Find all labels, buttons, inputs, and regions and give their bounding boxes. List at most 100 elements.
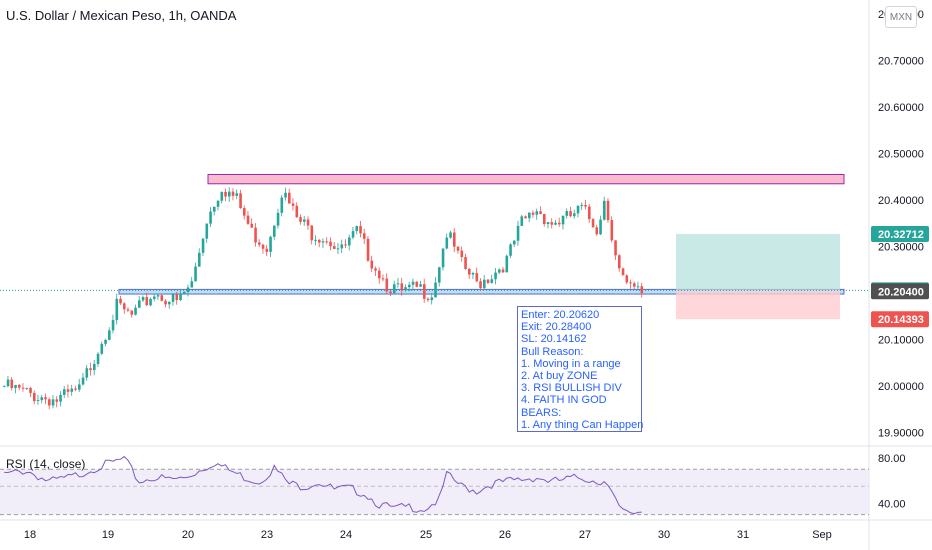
time-tick-label: 20 <box>182 529 194 541</box>
support-zone <box>118 288 845 295</box>
time-tick-label: 19 <box>102 529 114 541</box>
trade-note: Enter: 20.20620 Exit: 20.28400 SL: 20.14… <box>517 306 643 432</box>
candle-body <box>423 284 426 299</box>
candle-body <box>471 273 475 275</box>
currency-button[interactable]: MXN <box>885 6 917 28</box>
candle-body <box>168 301 171 305</box>
candle-body <box>340 244 344 249</box>
candle-body <box>119 298 122 304</box>
time-tick-label: 26 <box>499 529 511 541</box>
candle-body <box>254 227 257 243</box>
candle-body <box>363 233 366 239</box>
candle-body <box>460 250 464 258</box>
candle-body <box>419 284 422 287</box>
price-tick-label: 20.70000 <box>878 55 924 67</box>
candle-body <box>486 279 490 283</box>
time-tick-label: 18 <box>24 529 36 541</box>
candle-body <box>573 213 576 217</box>
candle-body <box>3 386 6 388</box>
candle-body <box>6 379 10 387</box>
candle-body <box>70 388 74 392</box>
candle-body <box>186 287 190 292</box>
candle-body <box>629 282 632 284</box>
price-label-stop: 20.14393 <box>878 314 924 326</box>
candle-body <box>276 212 280 226</box>
drawing-zones <box>0 173 869 320</box>
candle-body <box>625 275 629 283</box>
candle-body <box>445 237 449 249</box>
candle-body <box>374 268 377 271</box>
price-tick-label: 20.10000 <box>878 335 924 347</box>
candle-body <box>104 339 107 344</box>
candle-body <box>595 227 599 235</box>
candle-body <box>209 211 212 224</box>
candle-body <box>100 343 104 354</box>
time-axis: 18 19 20 23 24 25 26 27 30 31 Sep <box>24 529 832 541</box>
candle-body <box>175 294 179 301</box>
price-tick-label: 19.90000 <box>878 428 924 440</box>
candle-body <box>438 267 441 283</box>
candle-body <box>160 295 164 301</box>
candle-body <box>261 244 265 249</box>
price-tick-label: 20.30000 <box>878 242 924 254</box>
candle-body <box>239 193 242 209</box>
candle-body <box>299 217 302 222</box>
candle-body <box>348 237 351 246</box>
candle-body <box>44 397 47 400</box>
candle-body <box>246 215 250 224</box>
candle-body <box>265 248 269 252</box>
candle-body <box>524 216 527 219</box>
candle-body <box>336 248 340 250</box>
candle-body <box>494 272 497 280</box>
candle-body <box>303 219 306 222</box>
price-label-target: 20.32712 <box>878 229 924 241</box>
candle-body <box>55 399 59 402</box>
candle-body <box>621 268 625 276</box>
candle-body <box>59 394 62 402</box>
price-tick-label: 20.50000 <box>878 149 924 161</box>
candle-body <box>111 320 115 331</box>
candle-body <box>483 279 486 289</box>
candle-body <box>48 399 51 406</box>
candle-body <box>606 200 610 221</box>
candle-body <box>531 212 535 215</box>
candle-body <box>183 291 186 294</box>
candle-body <box>400 283 404 291</box>
candle-body <box>475 273 479 282</box>
candle-body <box>528 212 531 219</box>
candle-body <box>415 281 419 287</box>
note-line: Bull Reason: <box>521 345 584 358</box>
candle-body <box>640 286 644 293</box>
candle-body <box>33 392 36 402</box>
time-tick-label: 24 <box>340 529 352 541</box>
candle-body <box>558 222 561 225</box>
candle-body <box>141 297 145 301</box>
rsi-label: RSI (14, close) <box>6 457 86 471</box>
price-label-bg <box>871 283 929 300</box>
candle-body <box>325 241 329 243</box>
price-label-bg <box>871 311 929 328</box>
candle-body <box>453 232 456 247</box>
candle-body <box>224 191 227 197</box>
candle-body <box>411 281 415 285</box>
candle-body <box>381 278 385 280</box>
candle-body <box>599 219 602 235</box>
candle-body <box>539 211 542 214</box>
candle-body <box>561 215 565 225</box>
candle-body <box>78 384 81 390</box>
candle-body <box>456 246 460 251</box>
candle-body <box>145 297 149 306</box>
candle-body <box>393 284 396 294</box>
candle-body <box>569 211 572 217</box>
candle-body <box>66 389 70 392</box>
candle-body <box>516 225 520 241</box>
time-tick-label: 23 <box>261 529 273 541</box>
price-label-bg <box>871 225 929 242</box>
candle-body <box>243 208 246 216</box>
candle-body <box>269 236 272 252</box>
candle-body <box>134 307 137 315</box>
candle-body <box>123 303 126 310</box>
candle-body <box>464 257 467 269</box>
candle-body <box>468 268 471 275</box>
